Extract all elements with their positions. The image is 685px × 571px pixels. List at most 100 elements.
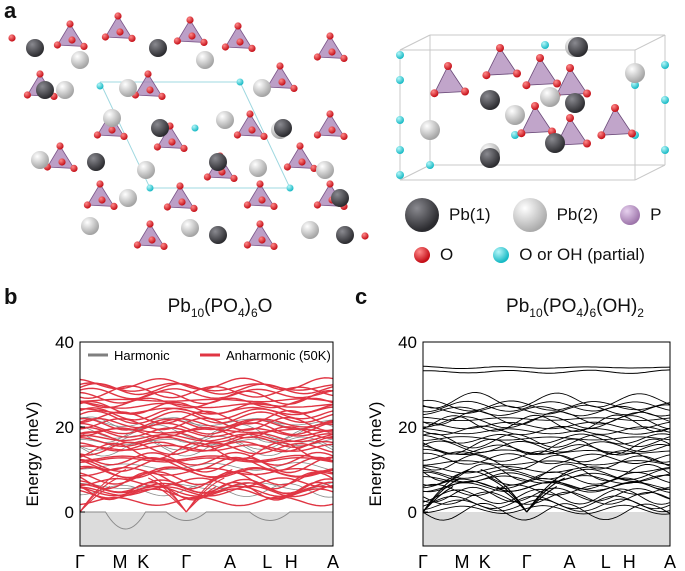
legend-pb1-label: Pb(1) — [449, 205, 491, 224]
phonon-band — [79, 377, 334, 391]
phonon-band — [79, 454, 334, 462]
harmonic-band — [79, 462, 334, 471]
phonon-band — [79, 481, 334, 501]
pb2-atom — [196, 51, 214, 69]
pb2-atom — [625, 63, 645, 83]
pb1-atom — [568, 37, 588, 57]
phonon-band — [422, 436, 671, 442]
pb2-atom — [119, 79, 137, 97]
pb2-atom — [81, 217, 99, 235]
po4-tetrahedron — [485, 47, 518, 76]
phonon-band — [422, 428, 671, 435]
oxygen-atom — [310, 164, 318, 172]
pb2-atom — [316, 161, 334, 179]
x-tick-label: Γ — [418, 552, 428, 570]
oxygen-atom — [496, 44, 504, 52]
x-tick-label: H — [285, 552, 298, 570]
oxygen-atom — [146, 86, 154, 94]
oxygen-atom — [328, 126, 336, 134]
po4-tetrahedron — [176, 19, 205, 43]
po4-tetrahedron — [520, 105, 553, 134]
po4-tetrahedron — [46, 145, 75, 169]
pb1-atom — [480, 148, 500, 168]
pb2-atom — [420, 120, 440, 140]
oxygen-atom — [230, 174, 238, 182]
cell-edge — [399, 164, 431, 181]
oxygen-atom — [513, 69, 521, 78]
oxygen-atom — [101, 33, 109, 41]
oh-atom — [146, 184, 154, 192]
oxygen-atom — [203, 173, 211, 181]
y-tick-label: 0 — [408, 503, 417, 522]
oxygen-atom — [96, 180, 104, 188]
phonon-band — [422, 400, 671, 413]
po4-tetrahedron — [86, 183, 115, 207]
oh-atom — [661, 146, 669, 154]
y-tick-label: 20 — [55, 418, 74, 437]
oxygen-atom — [163, 203, 171, 211]
oh-atom — [191, 124, 199, 132]
phonon-band — [80, 406, 334, 416]
phonon-band-top — [422, 365, 671, 369]
oh-atom — [396, 146, 404, 154]
harmonic-band — [79, 482, 334, 491]
oxygen-atom — [553, 79, 561, 88]
oxygen-atom — [270, 202, 278, 210]
phonon-band — [79, 435, 334, 449]
oh-atom — [541, 41, 549, 49]
oh-atom-icon — [493, 247, 510, 263]
oh-atom — [286, 184, 294, 192]
oxygen-atom — [120, 132, 128, 140]
acoustic-branch — [140, 468, 187, 513]
po4-tetrahedron — [316, 35, 345, 59]
pb1-atom — [36, 81, 54, 99]
oxygen-atom — [221, 43, 229, 51]
oxygen-atom — [80, 42, 88, 51]
oxygen-atom — [536, 54, 544, 62]
po4-tetrahedron — [166, 185, 195, 209]
oxygen-atom — [611, 104, 619, 112]
oxygen-atom — [190, 204, 198, 212]
phonon-band — [422, 399, 671, 412]
oh-atom — [96, 82, 104, 90]
pb2-atom — [301, 221, 319, 239]
pb2-atom — [119, 189, 137, 207]
acoustic-branch — [422, 468, 470, 513]
oxygen-atom — [243, 201, 251, 209]
oxygen-atom — [8, 34, 16, 42]
phonon-band — [422, 495, 671, 510]
po4-tetrahedron — [136, 223, 165, 247]
oxygen-atom — [70, 164, 78, 172]
pb1-atom — [565, 93, 585, 113]
pb1-atom — [331, 189, 349, 207]
phonon-band — [79, 441, 334, 456]
oxygen-atom — [326, 32, 334, 40]
oxygen-atom — [313, 53, 321, 61]
phonon-band — [422, 498, 671, 513]
harmonic-imaginary-branch — [80, 511, 333, 530]
legend-harmonic-label: Harmonic — [114, 348, 170, 363]
oxygen-atom — [176, 182, 184, 190]
phonon-band — [422, 452, 671, 465]
phonon-band — [422, 421, 671, 430]
atom-legend-row-1: Pb(1) Pb(2) P — [405, 198, 662, 232]
phonon-band — [79, 456, 334, 472]
oxygen-atom — [313, 201, 321, 209]
oxygen-atom — [583, 89, 591, 98]
x-tick-label: Γ — [75, 552, 85, 570]
phonon-band — [79, 417, 334, 429]
oxygen-atom — [56, 142, 64, 150]
oh-atom — [661, 96, 669, 104]
pb2-atom — [137, 161, 155, 179]
y-tick-label: 0 — [65, 503, 74, 522]
phonon-band — [422, 471, 671, 483]
pb1-atom — [209, 153, 227, 171]
pb2-atom — [31, 151, 49, 169]
pb1-atom — [545, 133, 565, 153]
y-tick-label: 40 — [398, 333, 417, 352]
phonon-band — [422, 405, 671, 417]
oxygen-atom — [66, 20, 74, 28]
legend-o-label: O — [440, 245, 454, 264]
oxygen-atom — [270, 242, 278, 250]
plot-frame — [422, 341, 671, 547]
